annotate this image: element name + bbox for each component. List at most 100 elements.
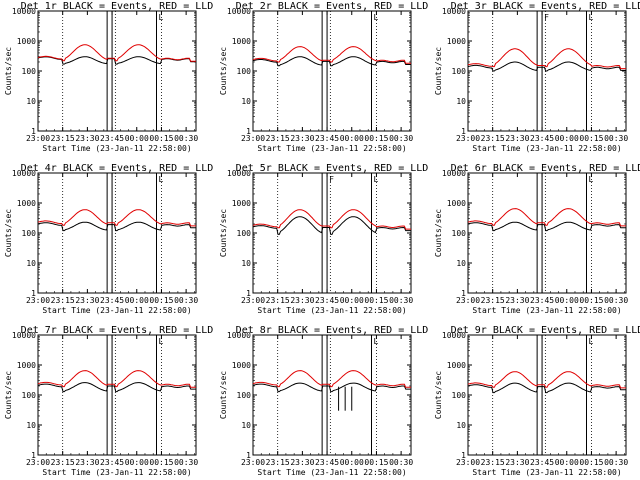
x-tick-label: 00:15 [364, 458, 388, 467]
x-tick-label: 23:15 [266, 296, 290, 305]
y-tick-label: 10 [456, 421, 466, 430]
marker-label: L [589, 337, 594, 346]
series-events-line [252, 56, 411, 67]
x-tick-label: 00:00 [555, 296, 579, 305]
x-tick-label: 23:00 [241, 296, 265, 305]
y-axis-label: Counts/sec [219, 209, 228, 257]
x-tick-label: 23:15 [51, 134, 75, 143]
y-axis-label: Counts/sec [434, 371, 443, 419]
y-tick-label: 10000 [442, 169, 466, 178]
series-lld-line [37, 209, 196, 227]
x-tick-label: 00:15 [149, 134, 173, 143]
plot-frame [252, 172, 412, 294]
series-events-line [37, 382, 196, 393]
panel-title: Det 4r BLACK = Events, RED = LLD [21, 163, 214, 174]
x-tick-label: 00:00 [555, 458, 579, 467]
y-axis-label: Counts/sec [434, 47, 443, 95]
y-tick-label: 10000 [227, 331, 251, 340]
x-tick-label: 23:30 [290, 458, 314, 467]
x-tick-label: 23:15 [481, 458, 505, 467]
y-tick-label: 10 [26, 259, 36, 268]
x-tick-label: 00:30 [174, 458, 198, 467]
x-tick-label: 23:15 [51, 458, 75, 467]
series-events-line [467, 382, 626, 394]
panel-title: Det 6r BLACK = Events, RED = LLD [451, 163, 640, 174]
y-tick-label: 100 [452, 391, 467, 400]
y-tick-label: 10 [241, 259, 251, 268]
y-tick-label: 100 [237, 67, 252, 76]
plot-frame [467, 172, 627, 294]
marker-label: F [544, 13, 549, 22]
x-tick-label: 23:00 [456, 296, 480, 305]
marker-label: L [374, 175, 379, 184]
x-axis-label: Start Time (23-Jan-11 22:58:00) [257, 468, 406, 477]
y-tick-label: 10000 [227, 169, 251, 178]
y-axis-label: Counts/sec [219, 47, 228, 95]
x-tick-label: 23:45 [315, 134, 339, 143]
x-tick-label: 23:15 [481, 134, 505, 143]
y-tick-label: 1000 [447, 199, 466, 208]
y-tick-label: 100 [237, 391, 252, 400]
x-tick-label: 23:00 [26, 458, 50, 467]
plot-frame [467, 334, 627, 456]
x-tick-label: 23:30 [290, 134, 314, 143]
y-tick-label: 10000 [12, 169, 36, 178]
y-tick-label: 10 [26, 421, 36, 430]
plot-frame [252, 10, 412, 132]
y-tick-label: 100 [22, 391, 37, 400]
x-tick-label: 23:45 [530, 458, 554, 467]
marker-label: L [374, 337, 379, 346]
x-tick-label: 00:30 [604, 458, 628, 467]
series-events-line [467, 61, 626, 72]
y-tick-label: 10000 [12, 7, 36, 16]
x-axis-label: Start Time (23-Jan-11 22:58:00) [472, 306, 621, 315]
y-tick-label: 10 [241, 421, 251, 430]
y-tick-label: 10000 [442, 331, 466, 340]
series-lld-line [467, 48, 626, 70]
plot-frame [252, 334, 412, 456]
y-tick-label: 10 [456, 259, 466, 268]
panel-title: Det 5r BLACK = Events, RED = LLD [236, 163, 429, 174]
x-tick-label: 23:45 [100, 296, 124, 305]
y-tick-label: 10 [241, 97, 251, 106]
x-tick-label: 23:45 [530, 134, 554, 143]
y-tick-label: 100 [237, 229, 252, 238]
x-tick-label: 23:45 [315, 296, 339, 305]
marker-label: L [589, 175, 594, 184]
x-tick-label: 23:15 [266, 458, 290, 467]
x-tick-label: 23:00 [456, 134, 480, 143]
series-lld-line [467, 371, 626, 389]
y-axis-label: Counts/sec [4, 47, 13, 95]
y-tick-label: 1 [461, 127, 466, 136]
y-tick-label: 1000 [17, 361, 36, 370]
marker-label: L [159, 337, 164, 346]
x-tick-label: 23:00 [456, 458, 480, 467]
marker-label: L [589, 13, 594, 22]
x-axis-label: Start Time (23-Jan-11 22:58:00) [42, 468, 191, 477]
x-tick-label: 00:15 [579, 296, 603, 305]
x-tick-label: 00:15 [149, 458, 173, 467]
x-tick-label: 23:15 [266, 134, 290, 143]
y-tick-label: 100 [22, 67, 37, 76]
y-tick-label: 1 [246, 289, 251, 298]
y-tick-label: 1 [31, 289, 36, 298]
x-axis-label: Start Time (23-Jan-11 22:58:00) [42, 144, 191, 153]
panel-title: Det 7r BLACK = Events, RED = LLD [21, 325, 214, 336]
x-tick-label: 00:30 [604, 134, 628, 143]
x-tick-label: 23:30 [290, 296, 314, 305]
series-events-line [467, 221, 626, 232]
x-tick-label: 00:15 [149, 296, 173, 305]
x-tick-label: 23:45 [100, 458, 124, 467]
series-events-line [252, 382, 411, 393]
x-tick-label: 23:30 [75, 458, 99, 467]
y-axis-label: Counts/sec [434, 209, 443, 257]
y-tick-label: 100 [22, 229, 37, 238]
x-tick-label: 23:30 [505, 296, 529, 305]
x-tick-label: 00:00 [555, 134, 579, 143]
y-axis-label: Counts/sec [4, 209, 13, 257]
